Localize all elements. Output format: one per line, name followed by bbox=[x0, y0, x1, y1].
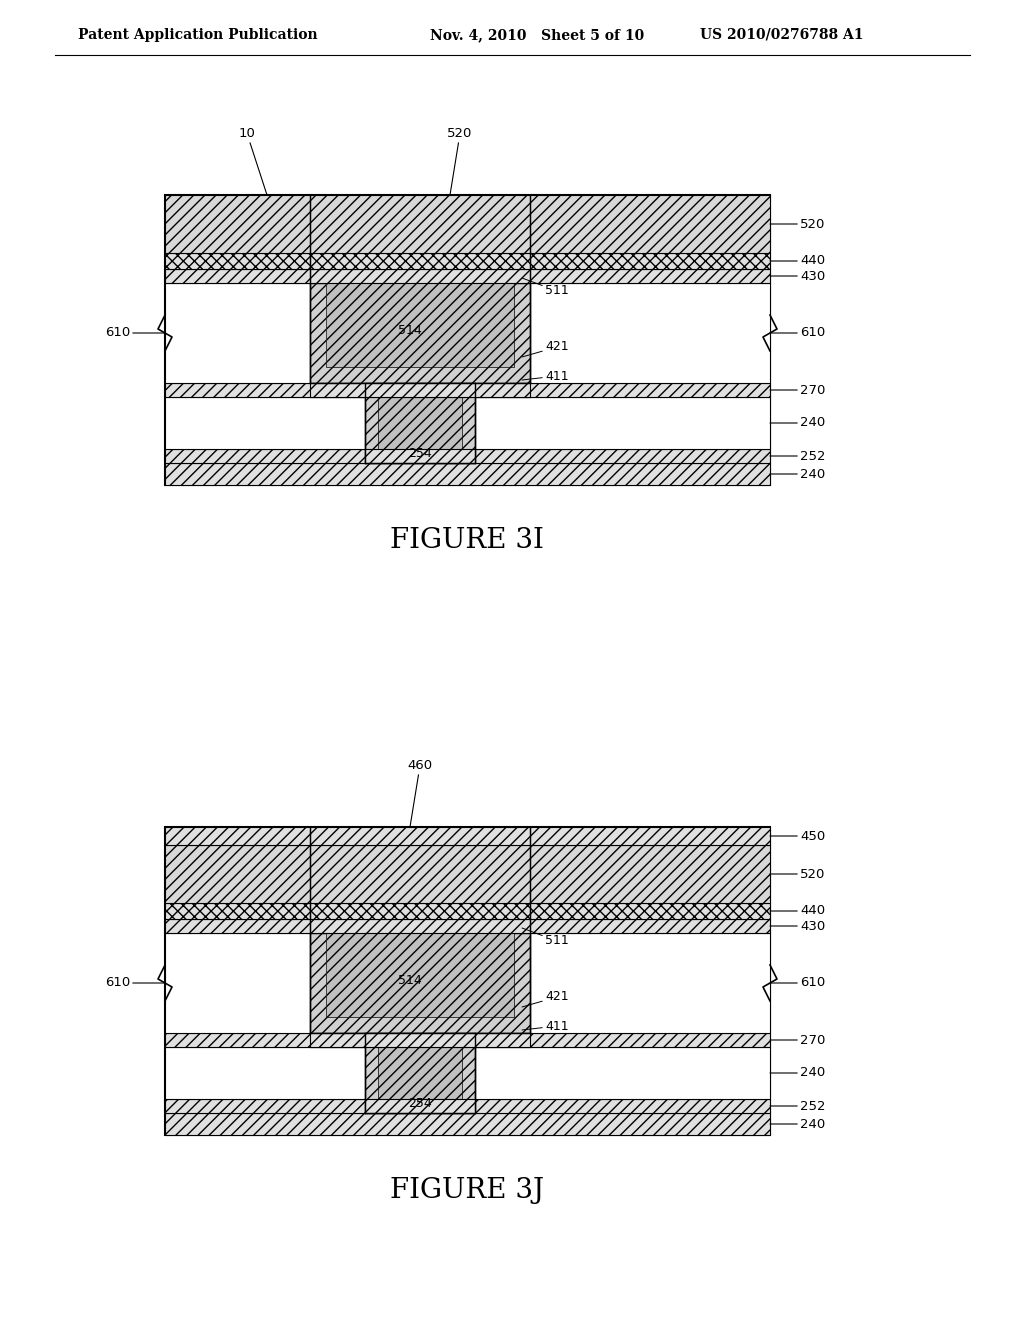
Text: FIGURE 3I: FIGURE 3I bbox=[390, 527, 544, 553]
Text: US 2010/0276788 A1: US 2010/0276788 A1 bbox=[700, 28, 863, 42]
Text: 254: 254 bbox=[409, 447, 432, 459]
Bar bbox=[165, 449, 770, 463]
Bar bbox=[165, 828, 770, 1135]
Bar bbox=[365, 449, 475, 463]
Bar bbox=[165, 253, 770, 269]
Text: 254: 254 bbox=[409, 1097, 432, 1110]
Bar bbox=[165, 269, 770, 282]
Text: 460: 460 bbox=[408, 759, 432, 828]
Bar bbox=[378, 383, 462, 450]
Text: 610: 610 bbox=[104, 326, 165, 339]
Text: 610: 610 bbox=[770, 977, 825, 990]
Text: Nov. 4, 2010   Sheet 5 of 10: Nov. 4, 2010 Sheet 5 of 10 bbox=[430, 28, 644, 42]
Bar bbox=[165, 1113, 770, 1135]
Text: 610: 610 bbox=[104, 977, 165, 990]
Text: 270: 270 bbox=[770, 1034, 825, 1047]
Text: 421: 421 bbox=[522, 341, 568, 356]
Text: 240: 240 bbox=[770, 417, 825, 429]
Text: 252: 252 bbox=[770, 1100, 825, 1113]
Bar bbox=[165, 383, 770, 397]
Bar bbox=[310, 383, 530, 397]
Bar bbox=[165, 195, 770, 484]
Bar bbox=[165, 282, 310, 383]
Text: 10: 10 bbox=[239, 127, 267, 195]
Bar bbox=[310, 933, 530, 1034]
Text: 520: 520 bbox=[770, 218, 825, 231]
Bar bbox=[165, 845, 770, 903]
Bar bbox=[310, 828, 530, 845]
Bar bbox=[310, 195, 530, 253]
Bar bbox=[326, 933, 514, 1016]
Text: 411: 411 bbox=[522, 1019, 568, 1032]
Text: 450: 450 bbox=[770, 829, 825, 842]
Bar bbox=[165, 903, 770, 919]
Text: 440: 440 bbox=[770, 255, 825, 268]
Bar bbox=[165, 919, 770, 933]
Text: Patent Application Publication: Patent Application Publication bbox=[78, 28, 317, 42]
Bar bbox=[310, 253, 530, 269]
Bar bbox=[310, 282, 530, 383]
Bar bbox=[165, 397, 770, 449]
Text: 430: 430 bbox=[770, 269, 825, 282]
Text: 411: 411 bbox=[522, 370, 568, 383]
Bar bbox=[326, 282, 514, 367]
Bar bbox=[365, 1034, 475, 1113]
Bar bbox=[165, 1047, 770, 1100]
Text: 514: 514 bbox=[398, 325, 422, 338]
Text: 421: 421 bbox=[522, 990, 568, 1007]
Text: 240: 240 bbox=[770, 467, 825, 480]
Text: 440: 440 bbox=[770, 904, 825, 917]
Text: 270: 270 bbox=[770, 384, 825, 396]
Text: 252: 252 bbox=[770, 450, 825, 462]
Text: 520: 520 bbox=[770, 867, 825, 880]
Bar bbox=[165, 463, 770, 484]
Bar bbox=[310, 903, 530, 919]
Bar bbox=[310, 1034, 530, 1047]
Text: 511: 511 bbox=[522, 928, 568, 948]
Text: 520: 520 bbox=[447, 127, 473, 195]
Bar bbox=[326, 933, 514, 1016]
Bar bbox=[310, 919, 530, 933]
Text: 430: 430 bbox=[770, 920, 825, 932]
Bar bbox=[365, 1100, 475, 1113]
Bar bbox=[326, 282, 514, 367]
Bar bbox=[165, 933, 310, 1034]
Bar bbox=[530, 933, 770, 1034]
Bar bbox=[310, 845, 530, 903]
Bar bbox=[530, 282, 770, 383]
Bar bbox=[165, 1100, 770, 1113]
Text: 240: 240 bbox=[770, 1067, 825, 1080]
Bar bbox=[165, 828, 770, 845]
Bar bbox=[165, 195, 770, 253]
Bar bbox=[165, 1034, 770, 1047]
Text: 240: 240 bbox=[770, 1118, 825, 1130]
Text: FIGURE 3J: FIGURE 3J bbox=[390, 1176, 544, 1204]
Text: 511: 511 bbox=[522, 279, 568, 297]
Bar bbox=[310, 269, 530, 282]
Text: 514: 514 bbox=[398, 974, 422, 987]
Bar bbox=[365, 383, 475, 463]
Text: 610: 610 bbox=[770, 326, 825, 339]
Bar bbox=[378, 1034, 462, 1100]
